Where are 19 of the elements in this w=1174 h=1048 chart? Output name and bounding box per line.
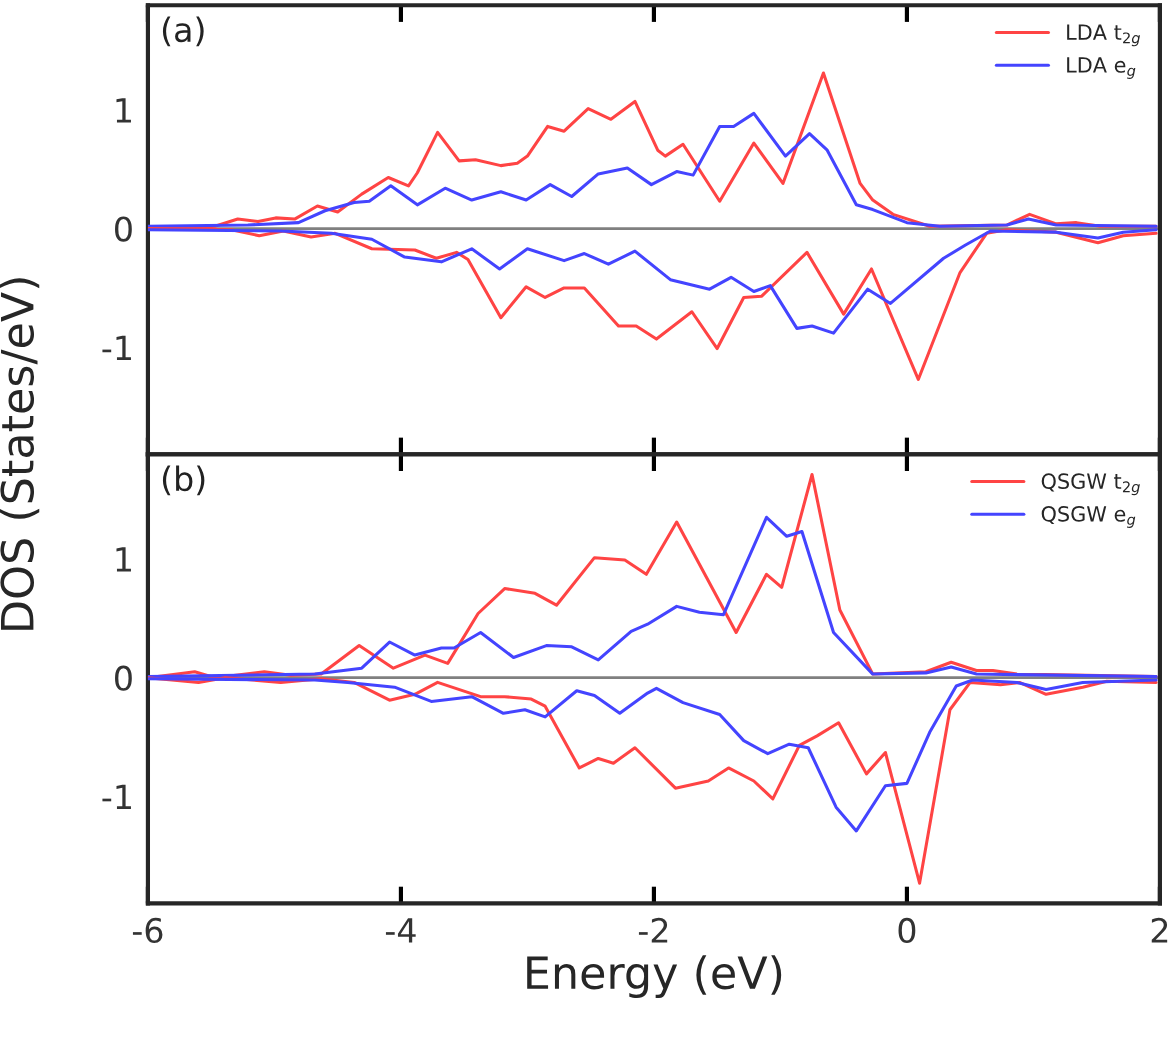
x-tick-label: -4 (385, 918, 416, 943)
annotation: (b) (162, 465, 205, 496)
legend-label: QSGW t$_{2g}$ (1041, 473, 1140, 496)
legend-label: LDA e$_{g}$ (1067, 57, 1136, 79)
y-tick-label: 0 (115, 216, 132, 242)
annotation: (a) (162, 16, 204, 47)
x-tick-label: 0 (898, 917, 916, 944)
y-axis-title: DOS (States/eV) (0, 278, 40, 630)
x-tick-label: 2 (1151, 917, 1168, 943)
x-tick-label: -6 (132, 917, 163, 944)
legend-label: QSGW e$_{g}$ (1041, 505, 1136, 528)
y-tick-label: -1 (102, 784, 131, 810)
x-tick-label: -2 (638, 917, 668, 943)
y-tick-label: -1 (102, 335, 131, 361)
y-tick-label: 0 (115, 665, 132, 691)
y-tick-label: 1 (116, 98, 131, 123)
y-tick-label: 1 (116, 547, 131, 572)
x-axis-title: Energy (eV) (527, 955, 782, 999)
legend-label: LDA t$_{2g}$ (1067, 24, 1140, 47)
